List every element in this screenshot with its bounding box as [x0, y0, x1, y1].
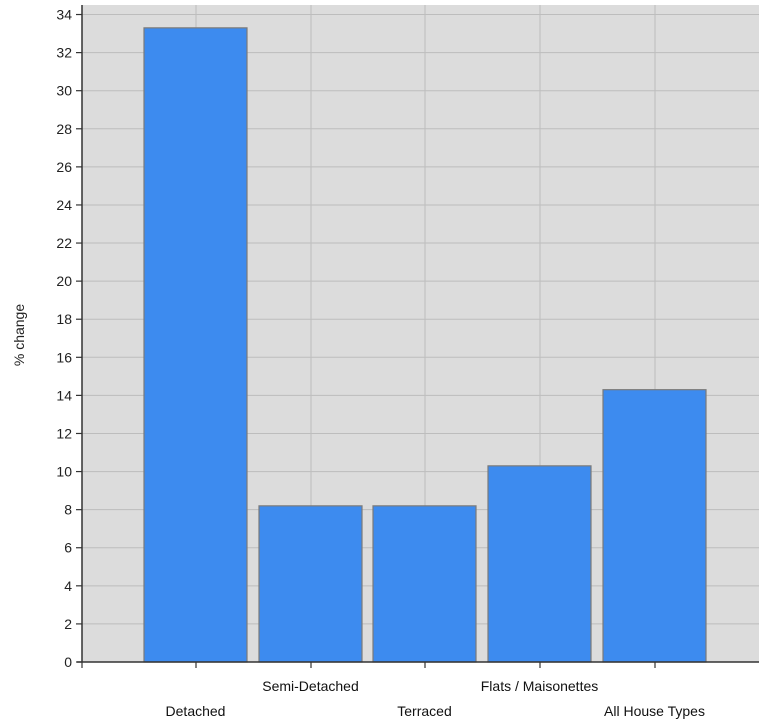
bar-semi-detached: [258, 505, 363, 663]
y-tick-label: 22: [56, 235, 72, 251]
y-tick-label: 0: [64, 654, 72, 670]
y-tick-label: 32: [56, 45, 72, 61]
y-tick-label: 8: [64, 502, 72, 518]
y-tick-label: 16: [56, 349, 72, 365]
y-tick-label: 12: [56, 425, 72, 441]
y-tick-label: 26: [56, 159, 72, 175]
y-tick-label: 24: [56, 197, 72, 213]
category-labels: Detached Semi-Detached Terraced Flats / Mai…: [166, 678, 705, 719]
y-tick-label: 4: [64, 578, 72, 594]
bar-flats-maisonettes: [487, 465, 592, 663]
y-tick-label: 20: [56, 273, 72, 289]
y-tick-label: 2: [64, 616, 72, 632]
bars: [143, 27, 707, 663]
y-tick-label: 34: [56, 7, 72, 23]
bar-terraced: [372, 505, 477, 663]
y-tick-label: 18: [56, 311, 72, 327]
bar-all-house-types: [602, 389, 707, 663]
axes: [76, 5, 759, 668]
x-category-label: All House Types: [604, 703, 705, 719]
y-axis-title: % change: [11, 304, 27, 366]
y-tick-label: 6: [64, 540, 72, 556]
x-category-label: Detached: [166, 703, 226, 719]
bar-detached: [143, 27, 248, 663]
y-tick-label: 14: [56, 387, 72, 403]
y-tick-label: 10: [56, 464, 72, 480]
x-category-label: Semi-Detached: [262, 678, 359, 694]
x-category-label: Terraced: [397, 703, 451, 719]
y-tick-label: 28: [56, 121, 72, 137]
y-tick-label: 30: [56, 83, 72, 99]
x-category-label: Flats / Maisonettes: [481, 678, 599, 694]
